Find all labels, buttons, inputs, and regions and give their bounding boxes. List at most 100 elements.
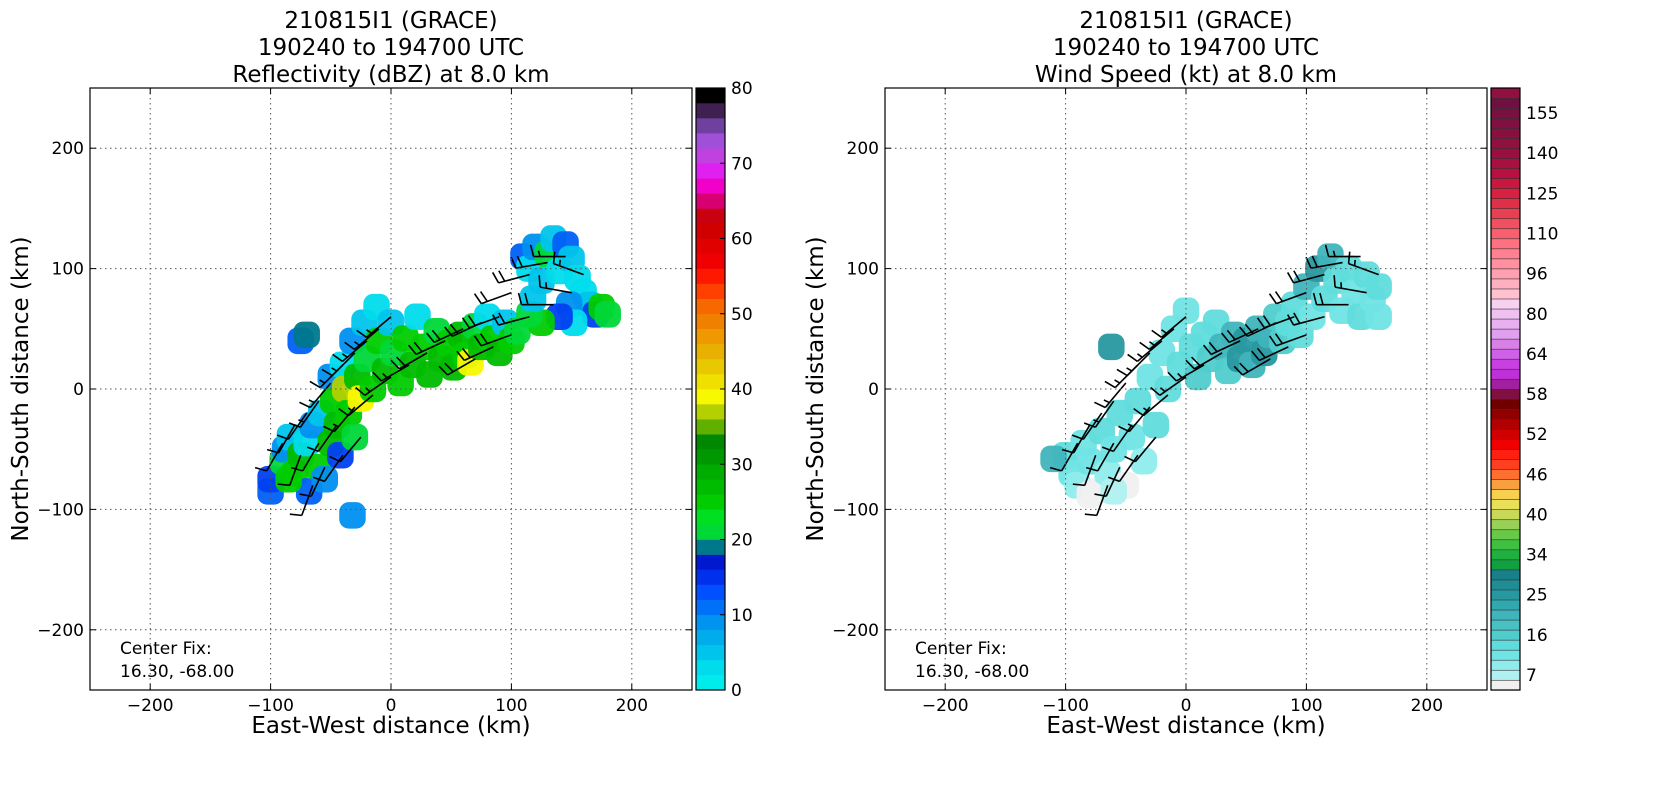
y-tick-label: −200 <box>832 621 879 641</box>
colorbar-segment <box>1491 88 1520 98</box>
colorbar-segment <box>1491 289 1520 299</box>
colorbar-segment <box>1491 439 1520 449</box>
field-cell <box>1365 273 1391 299</box>
colorbar-segment <box>696 254 725 269</box>
colorbar-segment <box>1491 620 1520 630</box>
colorbar-segment <box>1491 299 1520 309</box>
colorbar-segment <box>696 88 725 103</box>
colorbar-segment <box>1491 580 1520 590</box>
colorbar-segment <box>1491 309 1520 319</box>
colorbar-segment <box>1491 489 1520 499</box>
colorbar-segment <box>1491 269 1520 279</box>
colorbar-tick-label: 10 <box>731 606 753 626</box>
colorbar-segment <box>696 178 725 193</box>
colorbar-tick-label: 96 <box>1526 265 1548 285</box>
colorbar-segment <box>1491 399 1520 409</box>
colorbar-segment <box>1491 369 1520 379</box>
colorbar-tick-label: 30 <box>731 455 753 475</box>
y-tick-label: 0 <box>73 380 84 400</box>
colorbar-tick-label: 125 <box>1526 184 1558 204</box>
colorbar-segment <box>696 148 725 163</box>
colorbar-tick-label: 7 <box>1526 666 1537 686</box>
colorbar-tick-label: 110 <box>1526 224 1558 244</box>
title-line-2: 190240 to 194700 UTC <box>258 35 524 61</box>
colorbar-segment <box>1491 449 1520 459</box>
center-fix-line-1: Center Fix: <box>915 639 1007 659</box>
colorbar-segment <box>696 509 725 524</box>
colorbar-segment <box>1491 660 1520 670</box>
colorbar-tick-label: 155 <box>1526 104 1558 124</box>
colorbar-tick-label: 40 <box>1526 505 1548 525</box>
y-tick-label: 0 <box>868 380 879 400</box>
colorbar-segment <box>696 449 725 464</box>
field-cell <box>1143 412 1169 438</box>
colorbar-segment <box>696 645 725 660</box>
colorbar-segment <box>1491 419 1520 429</box>
colorbar-segment <box>1491 640 1520 650</box>
colorbar-tick-label: 25 <box>1526 586 1548 606</box>
colorbar-segment <box>1491 239 1520 249</box>
colorbar-segment <box>1491 459 1520 469</box>
colorbar-tick-label: 0 <box>731 681 742 701</box>
colorbar-segment <box>1491 178 1520 188</box>
colorbar-tick-label: 60 <box>731 230 753 250</box>
title-line-2: 190240 to 194700 UTC <box>1053 35 1319 61</box>
colorbar-segment <box>1491 650 1520 660</box>
y-tick-label: 200 <box>52 139 84 159</box>
colorbar-segment <box>696 133 725 148</box>
colorbar-segment <box>1491 469 1520 479</box>
colorbar-segment <box>696 359 725 374</box>
field-cell <box>520 285 546 311</box>
colorbar-tick-label: 52 <box>1526 425 1548 445</box>
colorbar-segment <box>1491 148 1520 158</box>
colorbar-segment <box>696 585 725 600</box>
colorbar-segment <box>1491 379 1520 389</box>
colorbar-segment <box>696 118 725 133</box>
colorbar-segment <box>696 223 725 238</box>
colorbar-segment <box>696 269 725 284</box>
colorbar-tick-label: 64 <box>1526 345 1548 365</box>
colorbar-segment <box>1491 590 1520 600</box>
center-fix-line-2: 16.30, -68.00 <box>120 662 234 682</box>
colorbar-tick-label: 58 <box>1526 385 1548 405</box>
chart-panel-1: 210815I1 (GRACE)190240 to 194700 UTCRefl… <box>8 8 753 739</box>
chart-panel-2: 210815I1 (GRACE)190240 to 194700 UTCWind… <box>803 8 1558 739</box>
colorbar-segment <box>1491 228 1520 238</box>
colorbar-segment <box>696 630 725 645</box>
colorbar-segment <box>1491 519 1520 529</box>
colorbar-segment <box>1491 359 1520 369</box>
y-tick-label: 100 <box>847 260 879 280</box>
colorbar-segment <box>696 419 725 434</box>
colorbar-segment <box>1491 158 1520 168</box>
colorbar-segment <box>1491 570 1520 580</box>
colorbar-segment <box>1491 218 1520 228</box>
field-cell <box>1101 478 1127 504</box>
field-cell <box>1365 304 1391 330</box>
colorbar-segment <box>1491 389 1520 399</box>
field-cell <box>293 322 319 348</box>
colorbar-tick-label: 50 <box>731 305 753 325</box>
colorbar-segment <box>696 570 725 585</box>
colorbar-segment <box>696 163 725 178</box>
colorbar-segment <box>696 434 725 449</box>
colorbar-segment <box>696 404 725 419</box>
colorbar-segment <box>1491 349 1520 359</box>
colorbar-segment <box>696 208 725 223</box>
colorbar-tick-label: 16 <box>1526 626 1548 646</box>
colorbar-segment <box>1491 560 1520 570</box>
colorbar-segment <box>696 284 725 299</box>
colorbar-segment <box>696 314 725 329</box>
colorbar-segment <box>696 103 725 118</box>
colorbar-segment <box>1491 98 1520 108</box>
colorbar-segment <box>696 374 725 389</box>
barb-flag <box>1334 275 1335 287</box>
colorbar-segment <box>696 193 725 208</box>
colorbar-segment <box>1491 670 1520 680</box>
colorbar-segment <box>696 660 725 675</box>
y-tick-label: 200 <box>847 139 879 159</box>
colorbar-tick-label: 46 <box>1526 465 1548 485</box>
colorbar-segment <box>696 329 725 344</box>
